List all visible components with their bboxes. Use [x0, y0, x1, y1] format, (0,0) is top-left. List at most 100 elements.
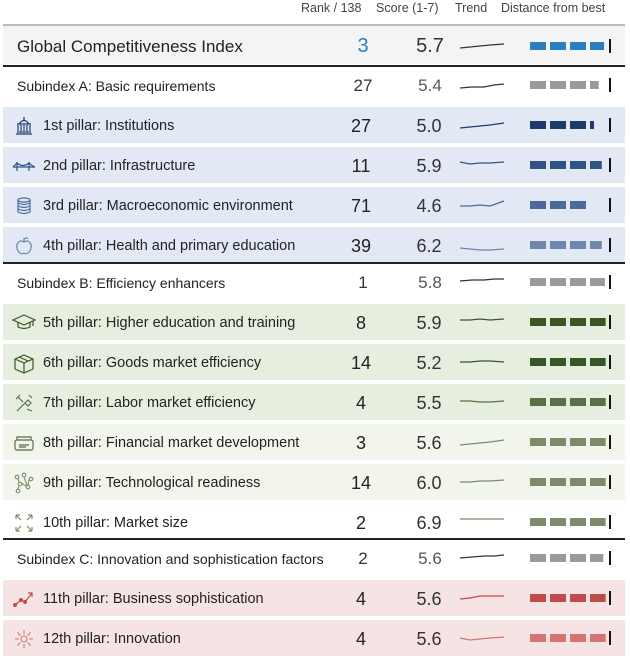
pillar-score-12: 5.6 [416, 629, 442, 649]
pillar-distance-bar-7 [530, 395, 611, 409]
distance-bar-segment [530, 398, 546, 406]
subindex-c-label: Subindex C: Innovation and sophisticatio… [17, 551, 324, 567]
distance-bar-segment [530, 318, 546, 326]
pillar-trend-sparkline-6 [460, 360, 505, 363]
gci-distance-bar [530, 39, 611, 53]
gci-row: Global Competitiveness Index 3 5.7 [3, 24, 625, 64]
distance-bar-segment [570, 554, 586, 562]
pillar-label-10: 10th pillar: Market size [43, 515, 189, 531]
pillar-trend-sparkline-1 [459, 122, 505, 129]
pillar-rank-1: 27 [350, 116, 372, 136]
pillar-label-2: 2nd pillar: Infrastructure [43, 158, 196, 174]
institution-icon [16, 117, 32, 135]
pillar-rank-5: 8 [355, 313, 366, 333]
lightbulb-burst-icon [15, 630, 33, 648]
distance-bar-segment [530, 634, 546, 642]
distance-bar-segment [570, 241, 586, 249]
pillar-label-8: 8th pillar: Financial market development [43, 435, 300, 451]
best-score-marker [609, 315, 611, 329]
graduation-cap-icon [12, 314, 36, 330]
distance-bar-segment [550, 398, 566, 406]
pillar-distance-bar-6 [530, 355, 611, 369]
best-score-marker [609, 238, 611, 252]
pillar-trend-sparkline-4 [459, 247, 505, 251]
pillar-row-12: 12th pillar: Innovation 4 5.6 [3, 618, 625, 656]
distance-bar-segment [550, 161, 566, 169]
distance-bar-segment [570, 42, 586, 50]
pillar-trend-sparkline-2 [459, 161, 505, 165]
best-score-marker [609, 631, 611, 645]
distance-bar-segment [570, 278, 586, 286]
subindex-b-row: Subindex B: Efficiency enhancers 1 5.8 [3, 262, 625, 300]
distance-bar-segment [570, 594, 586, 602]
best-score-marker [609, 158, 611, 172]
growth-chart-icon [13, 592, 33, 608]
pillar-label-7: 7th pillar: Labor market efficiency [43, 395, 256, 411]
pillar-row-2: 2nd pillar: Infrastructure 11 5.9 [3, 145, 625, 183]
distance-bar-segment [550, 42, 566, 50]
distance-bar-segment [590, 318, 606, 326]
distance-bar-segment [590, 81, 599, 89]
pillar-score-6: 5.2 [416, 353, 442, 373]
pillar-row-11: 11th pillar: Business sophistication 4 5… [3, 578, 625, 616]
expand-arrows-icon [15, 514, 33, 532]
pillar-label-4: 4th pillar: Health and primary education [43, 238, 296, 254]
distance-bar-segment [530, 518, 546, 526]
distance-bar-segment [550, 81, 566, 89]
distance-bar-segment [530, 42, 546, 50]
pillar-distance-bar-4 [530, 238, 611, 252]
pillar-trend-sparkline-8 [459, 439, 505, 446]
distance-bar-segment [550, 358, 566, 366]
network-icon [14, 472, 34, 494]
pillar-score-4: 6.2 [416, 236, 442, 256]
pillar-label-3: 3rd pillar: Macroeconomic environment [43, 198, 293, 214]
pillar-score-5: 5.9 [416, 313, 442, 333]
pillar-rank-6: 14 [350, 353, 372, 373]
pillar-trend-sparkline-12 [459, 636, 505, 641]
distance-bar-segment [530, 161, 546, 169]
subindex-b-score: 5.8 [418, 273, 442, 292]
best-score-marker [609, 118, 611, 132]
distance-bar-segment [530, 358, 546, 366]
distance-bar-segment [590, 161, 602, 169]
distance-bar-segment [570, 398, 586, 406]
pillar-row-10: 10th pillar: Market size 2 6.9 [3, 502, 625, 540]
distance-bar-segment [570, 161, 586, 169]
best-score-marker [609, 551, 611, 565]
pillar-row-8: 8th pillar: Financial market development… [3, 422, 625, 460]
subindex-c-distance-bar [530, 551, 611, 565]
distance-bar-segment [530, 201, 546, 209]
best-score-marker [609, 435, 611, 449]
distance-bar-segment [530, 121, 546, 129]
pillar-trend-sparkline-3 [460, 200, 505, 207]
pillar-label-12: 12th pillar: Innovation [43, 631, 181, 647]
subindex-a-trend-sparkline [459, 83, 505, 89]
distance-bar-segment [530, 278, 546, 286]
best-score-marker [609, 515, 611, 529]
pillar-row-3: 3rd pillar: Macroeconomic environment 71… [3, 185, 625, 223]
pillar-trend-sparkline-7 [460, 400, 505, 403]
pillar-rank-2: 11 [351, 156, 371, 176]
distance-bar-segment [570, 318, 586, 326]
pillar-trend-sparkline-5 [460, 318, 505, 321]
score-column-header: Score (1-7) [376, 1, 439, 15]
distance-bar-segment [590, 478, 606, 486]
distance-bar-segment [590, 594, 606, 602]
distance-bar-segment [550, 554, 566, 562]
pillar-distance-bar-10 [530, 515, 611, 529]
best-score-marker [609, 395, 611, 409]
distance-bar-segment [590, 278, 605, 286]
pillar-distance-bar-12 [530, 631, 611, 645]
pillar-label-9: 9th pillar: Technological readiness [43, 475, 261, 491]
pillar-distance-bar-5 [530, 315, 611, 329]
pillar-rank-4: 39 [350, 236, 372, 256]
pillar-score-2: 5.9 [416, 156, 442, 176]
distance-bar-segment [530, 438, 546, 446]
pillar-score-8: 5.6 [416, 433, 442, 453]
distance-bar-segment [530, 241, 546, 249]
apple-icon [16, 237, 32, 255]
subindex-c-score: 5.6 [418, 549, 442, 568]
pillar-distance-bar-2 [530, 158, 611, 172]
distance-bar-segment [570, 634, 586, 642]
distance-bar-segment [590, 42, 605, 50]
